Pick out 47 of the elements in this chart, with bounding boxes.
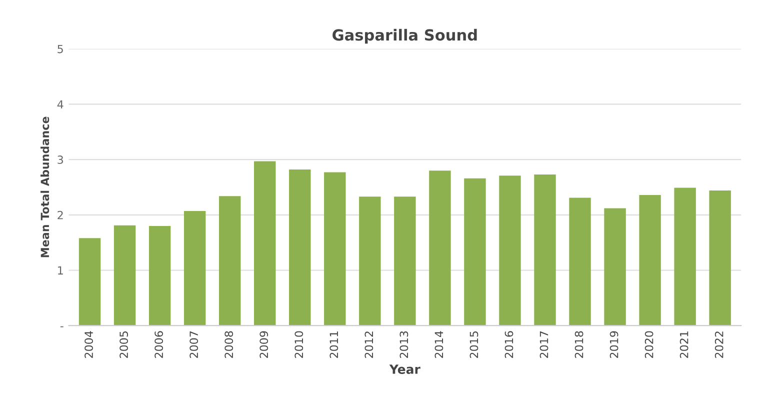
x-tick-label: 2010	[294, 331, 304, 358]
x-tick-label: 2016	[504, 331, 514, 358]
bar	[78, 238, 101, 326]
x-tick-label: 2015	[470, 331, 478, 358]
bar	[324, 172, 346, 326]
x-tick-label: 2019	[610, 331, 618, 358]
bar	[709, 190, 731, 326]
x-tick-label: 2005	[120, 331, 128, 358]
y-tick-label: 2	[58, 210, 63, 220]
x-tick-label: 2009	[260, 331, 268, 358]
x-tick-label: 2006	[154, 331, 164, 358]
bar	[289, 170, 311, 326]
x-tick-label: 2007	[190, 331, 198, 358]
bar	[674, 188, 696, 326]
y-axis-title: Mean Total Abundance	[40, 116, 50, 258]
x-tick-label: 2004	[84, 331, 93, 358]
y-tick-label: 5	[58, 44, 63, 54]
bar	[499, 176, 521, 326]
x-tick-label: 2022	[714, 332, 724, 358]
bar	[604, 208, 626, 326]
x-tick-label: 2020	[644, 331, 654, 358]
bar	[464, 178, 486, 326]
x-tick-label: 2021	[680, 331, 688, 358]
chart-title: Gasparilla Sound	[332, 28, 477, 44]
bar	[218, 196, 241, 326]
x-tick-label: 2008	[224, 331, 234, 358]
bar	[254, 161, 276, 326]
x-axis-title: Year	[389, 364, 420, 374]
x-tick-label: 2013	[400, 331, 408, 358]
x-tick-label: 2012	[364, 332, 374, 358]
bar	[394, 196, 416, 326]
y-tick-label: -	[60, 326, 64, 328]
bar	[534, 174, 556, 326]
x-tick-label: 2011	[330, 331, 338, 358]
x-tick-label: 2014	[434, 331, 444, 358]
bar	[148, 226, 171, 326]
bar	[184, 211, 206, 326]
bar	[639, 194, 661, 326]
bar	[429, 170, 451, 326]
bar	[359, 196, 381, 326]
y-tick-label: 4	[57, 100, 64, 108]
bar	[569, 198, 591, 326]
x-tick-label: 2018	[574, 331, 584, 358]
y-tick-label: 1	[58, 266, 63, 274]
y-tick-label: 3	[58, 156, 64, 164]
bar	[114, 225, 136, 326]
x-tick-label: 2017	[540, 331, 548, 358]
